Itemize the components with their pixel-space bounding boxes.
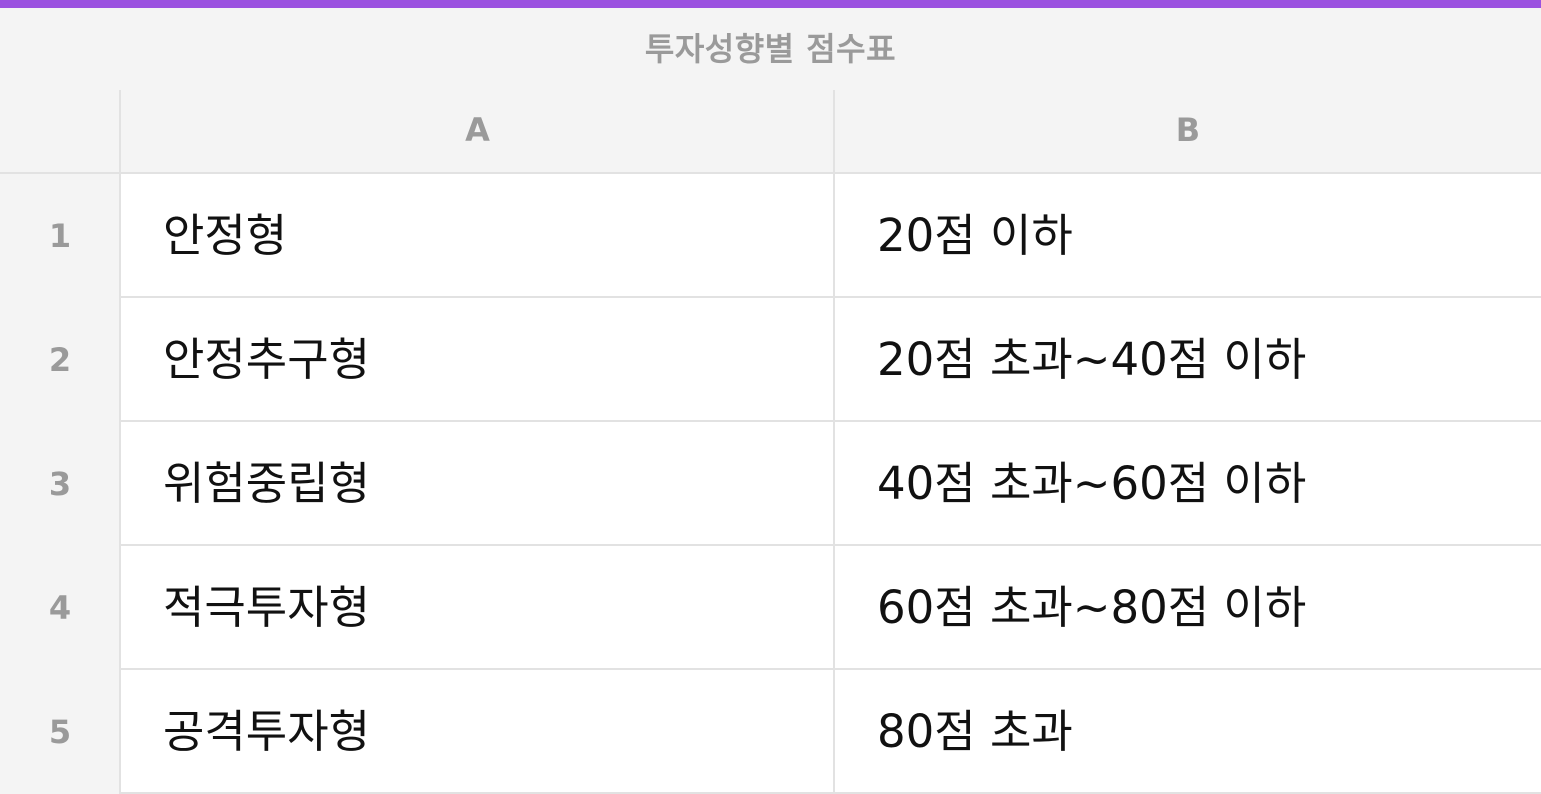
table-row: 4 적극투자형 60점 초과~80점 이하 (0, 546, 1541, 670)
cell-a4[interactable]: 적극투자형 (119, 546, 834, 670)
header-divider (0, 172, 1541, 174)
cell-b5[interactable]: 80점 초과 (833, 670, 1541, 794)
cell-b2[interactable]: 20점 초과~40점 이하 (833, 298, 1541, 422)
table-body: 1 안정형 20점 이하 2 안정추구형 20점 초과~40점 이하 3 위험중… (0, 174, 1541, 794)
row-header-4[interactable]: 4 (0, 546, 120, 670)
accent-bar (0, 0, 1541, 8)
table-row: 2 안정추구형 20점 초과~40점 이하 (0, 298, 1541, 422)
cell-b4[interactable]: 60점 초과~80점 이하 (833, 546, 1541, 670)
table-row: 5 공격투자형 80점 초과 (0, 670, 1541, 794)
cell-a1[interactable]: 안정형 (119, 174, 834, 298)
row-header-3[interactable]: 3 (0, 422, 120, 546)
row-header-5[interactable]: 5 (0, 670, 120, 794)
select-all-corner[interactable] (0, 90, 120, 174)
cell-b3[interactable]: 40점 초과~60점 이하 (833, 422, 1541, 546)
column-headers: A B (0, 90, 1541, 174)
table-row: 3 위험중립형 40점 초과~60점 이하 (0, 422, 1541, 546)
cell-b1[interactable]: 20점 이하 (833, 174, 1541, 298)
column-header-a[interactable]: A (119, 90, 834, 174)
spreadsheet: 투자성향별 점수표 A B 1 안정형 20점 이하 2 안정추구형 20점 초… (0, 8, 1541, 794)
cell-a5[interactable]: 공격투자형 (119, 670, 834, 794)
cell-a2[interactable]: 안정추구형 (119, 298, 834, 422)
table-row: 1 안정형 20점 이하 (0, 174, 1541, 298)
row-header-1[interactable]: 1 (0, 174, 120, 298)
sheet-title: 투자성향별 점수표 (644, 30, 897, 68)
cell-a3[interactable]: 위험중립형 (119, 422, 834, 546)
column-header-b[interactable]: B (833, 90, 1541, 174)
row-header-2[interactable]: 2 (0, 298, 120, 422)
